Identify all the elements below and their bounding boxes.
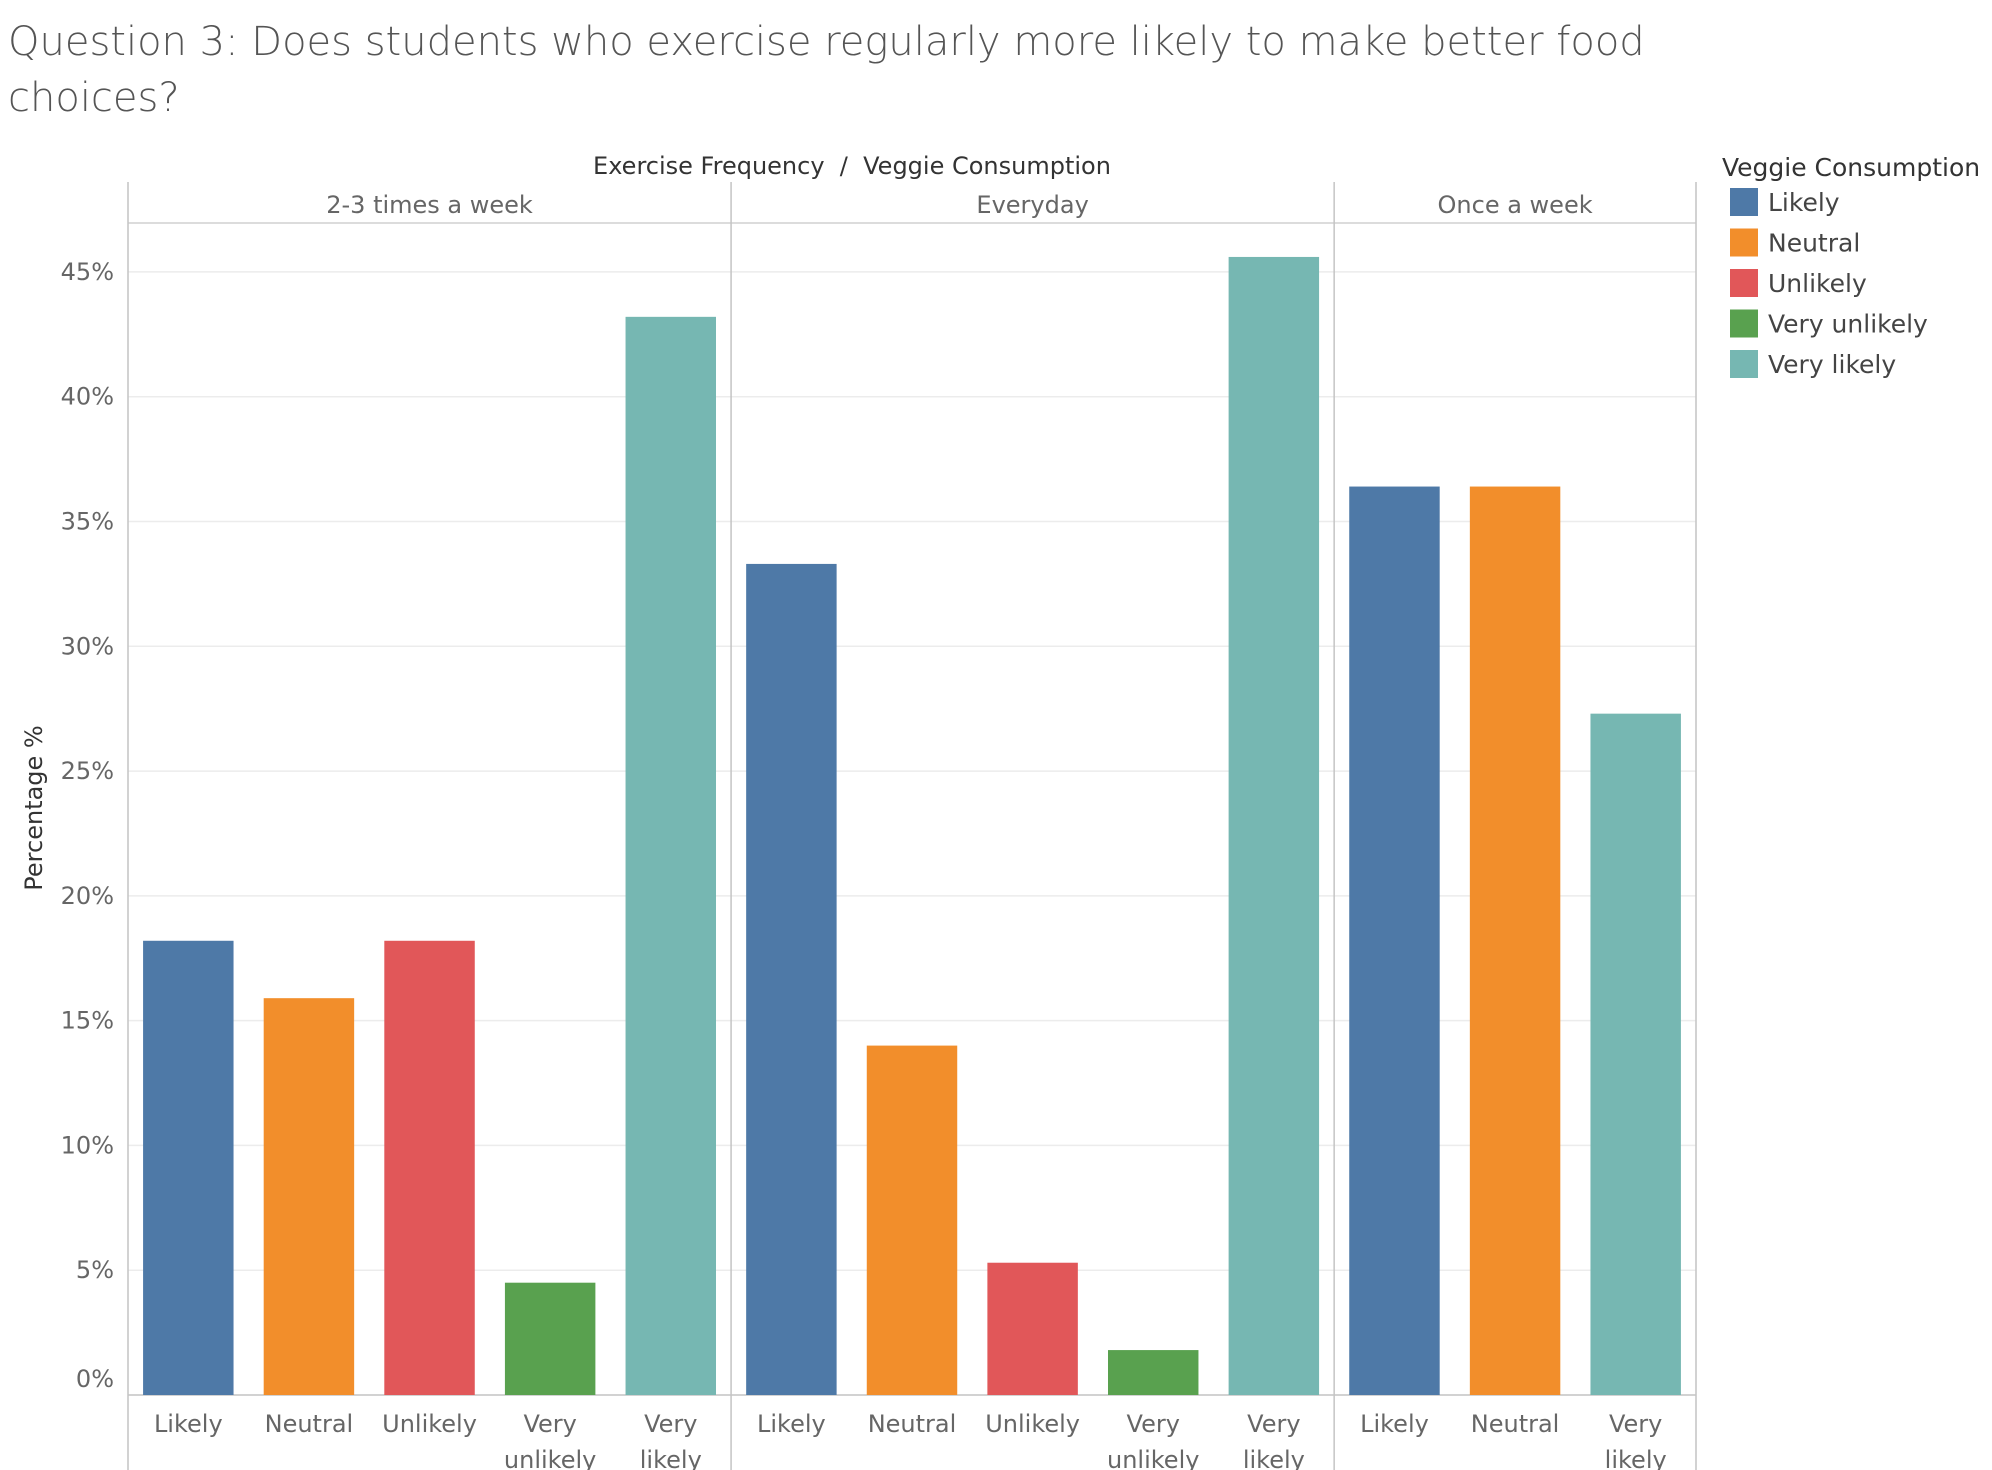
x-tick-label: Very xyxy=(1247,1410,1300,1438)
x-tick-label: Likely xyxy=(757,1410,826,1438)
y-tick-label: 5% xyxy=(76,1256,114,1284)
x-axis-labels: Likely Neutral Unlikely Very unlikely Very lik… xyxy=(154,1410,1667,1470)
bar xyxy=(504,1282,596,1395)
y-tick-label: 0% xyxy=(76,1365,114,1393)
y-tick-label: 30% xyxy=(61,632,114,660)
x-tick-label: Neutral xyxy=(868,1410,957,1438)
x-tick-label: unlikely xyxy=(1107,1446,1199,1470)
bars xyxy=(143,256,1681,1396)
bar xyxy=(1349,486,1440,1395)
panel-header: Everyday xyxy=(976,191,1088,219)
legend-swatch xyxy=(1730,309,1758,338)
chart-title: Question 3: Does students who exercise r… xyxy=(8,19,1645,121)
y-tick-label: 25% xyxy=(61,757,114,785)
bar xyxy=(263,998,355,1395)
legend-title: Veggie Consumption xyxy=(1722,153,1980,182)
legend-swatch xyxy=(1730,269,1758,297)
bar xyxy=(1108,1350,1199,1395)
x-tick-label: Unlikely xyxy=(382,1410,477,1438)
bar xyxy=(866,1045,958,1395)
bar xyxy=(384,940,475,1395)
legend-swatch xyxy=(1730,350,1758,378)
legend-swatch xyxy=(1730,188,1758,216)
bar xyxy=(1469,486,1561,1395)
y-tick-label: 40% xyxy=(61,383,114,411)
x-tick-label: Unlikely xyxy=(985,1410,1080,1438)
x-tick-label: Likely xyxy=(154,1410,223,1438)
x-tick-label: Neutral xyxy=(265,1410,354,1438)
panel-header: 2-3 times a week xyxy=(326,191,533,219)
panel-headers: 2-3 times a week Everyday Once a week xyxy=(326,191,1592,219)
y-tick-label: 35% xyxy=(61,507,114,535)
x-tick-label: Very xyxy=(1127,1410,1180,1438)
x-tick-label: likely xyxy=(640,1446,702,1470)
x-tick-label: likely xyxy=(1243,1446,1305,1470)
legend-entry: Very unlikely xyxy=(1768,310,1928,339)
y-tick-label: 15% xyxy=(61,1007,114,1035)
legend-entry: Very likely xyxy=(1768,350,1896,379)
bar xyxy=(987,1262,1078,1395)
bar xyxy=(1590,713,1681,1395)
bar xyxy=(143,940,234,1395)
x-tick-label: Very xyxy=(523,1410,576,1438)
y-tick-label: 45% xyxy=(61,258,114,286)
y-tick-label: 10% xyxy=(61,1131,114,1159)
x-tick-label: Neutral xyxy=(1471,1410,1560,1438)
y-axis-ticks: 0% 5% 10% 15% 20% 25% 30% 35% 40% 45% xyxy=(61,258,114,1393)
y-tick-label: 20% xyxy=(61,882,114,910)
y-axis-label: Percentage % xyxy=(20,725,48,890)
bar xyxy=(625,316,716,1396)
bar xyxy=(746,563,837,1395)
legend-entry: Unlikely xyxy=(1768,269,1867,298)
column-header: Exercise Frequency / Veggie Consumption xyxy=(593,152,1111,180)
x-tick-label: Likely xyxy=(1360,1410,1429,1438)
x-tick-label: Very xyxy=(1609,1410,1662,1438)
x-tick-label: likely xyxy=(1605,1446,1667,1470)
legend-entry: Likely xyxy=(1768,188,1840,217)
x-tick-label: Very xyxy=(644,1410,697,1438)
bar xyxy=(1228,256,1320,1395)
legend: Likely Neutral Unlikely Very unlikely Very l… xyxy=(1730,188,1928,379)
legend-entry: Neutral xyxy=(1768,229,1860,258)
x-tick-label: unlikely xyxy=(504,1446,596,1470)
legend-swatch xyxy=(1730,228,1758,257)
panel-header: Once a week xyxy=(1438,191,1593,219)
